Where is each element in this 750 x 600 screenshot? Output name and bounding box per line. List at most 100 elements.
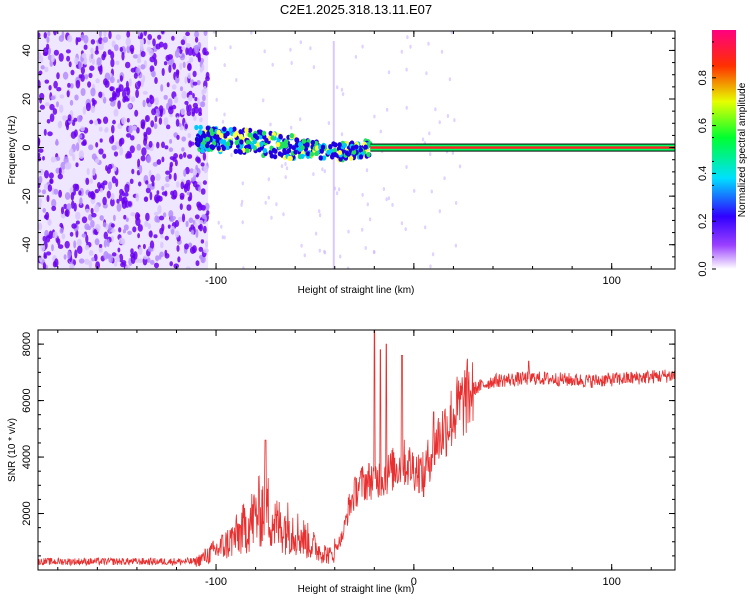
noise-dot bbox=[197, 52, 201, 61]
noise-dot bbox=[136, 143, 142, 151]
noise-dot bbox=[60, 206, 65, 215]
spectrogram-x-tick-label: -100 bbox=[205, 275, 227, 287]
noise-dot bbox=[94, 204, 100, 213]
noise-dot bbox=[148, 170, 152, 178]
noise-dot bbox=[49, 103, 55, 111]
signal-dot bbox=[326, 149, 331, 155]
signal-dot bbox=[196, 142, 201, 148]
noise-dot bbox=[185, 47, 189, 56]
noise-dot bbox=[138, 181, 142, 187]
noise-dot bbox=[85, 234, 89, 244]
noise-dot bbox=[153, 123, 158, 130]
noise-dot bbox=[59, 104, 64, 114]
noise-dot bbox=[38, 175, 43, 184]
faint-dot bbox=[438, 209, 441, 214]
noise-dot bbox=[119, 46, 124, 52]
signal-dot bbox=[247, 127, 253, 133]
noise-dot bbox=[111, 124, 115, 134]
noise-dot bbox=[69, 231, 74, 237]
noise-dot bbox=[164, 249, 168, 256]
signal-dot bbox=[293, 149, 298, 155]
faint-dot bbox=[450, 31, 453, 35]
noise-dot bbox=[95, 142, 99, 148]
faint-dot bbox=[406, 35, 409, 40]
noise-dot bbox=[179, 203, 183, 211]
noise-dot bbox=[188, 217, 194, 224]
spectrogram-panel: -100 100 -40 -20 0 20 40 Height of straight li… bbox=[7, 30, 676, 296]
noise-dot bbox=[170, 228, 175, 235]
noise-dot bbox=[170, 190, 175, 196]
noise-dot bbox=[127, 201, 132, 207]
noise-dot bbox=[204, 202, 210, 211]
faint-dot bbox=[318, 248, 321, 253]
noise-dot bbox=[44, 102, 50, 107]
noise-dot bbox=[152, 38, 156, 47]
faint-dot bbox=[458, 164, 462, 169]
noise-dot bbox=[66, 90, 70, 98]
faint-dot bbox=[430, 189, 433, 194]
signal-dot bbox=[194, 124, 199, 131]
noise-dot bbox=[86, 168, 90, 175]
noise-dot bbox=[81, 52, 87, 59]
noise-dot bbox=[66, 203, 72, 211]
signal-dot bbox=[366, 151, 371, 158]
noise-dot bbox=[98, 44, 104, 51]
noise-dot bbox=[45, 235, 51, 243]
signal-dot bbox=[228, 127, 233, 133]
colorbar-tick-label: 0.0 bbox=[697, 261, 709, 276]
noise-dot bbox=[116, 203, 122, 212]
noise-dot bbox=[74, 249, 78, 259]
noise-dot bbox=[51, 199, 57, 208]
noise-dot bbox=[184, 100, 189, 105]
noise-dot bbox=[115, 60, 120, 66]
faint-dot bbox=[267, 195, 270, 200]
faint-dot bbox=[241, 199, 244, 204]
snr-frame bbox=[37, 329, 676, 571]
noise-dot bbox=[147, 247, 154, 252]
noise-dot bbox=[45, 251, 52, 256]
noise-dot bbox=[160, 84, 164, 92]
noise-dot bbox=[109, 86, 114, 92]
noise-dot bbox=[146, 257, 151, 263]
noise-dot bbox=[192, 169, 198, 176]
spectrogram-y-label: Frequency (Hz) bbox=[7, 116, 18, 185]
noise-dot bbox=[168, 210, 174, 219]
noise-dot bbox=[69, 148, 74, 157]
noise-dot bbox=[176, 134, 180, 140]
noise-dot bbox=[55, 138, 59, 146]
signal-dot bbox=[310, 139, 315, 146]
noise-dot bbox=[47, 131, 53, 137]
faint-dot bbox=[303, 253, 306, 258]
noise-dot bbox=[63, 203, 68, 210]
noise-dot bbox=[168, 147, 174, 152]
noise-dot bbox=[121, 116, 127, 125]
noise-dot bbox=[202, 180, 207, 185]
noise-dot bbox=[203, 165, 209, 174]
noise-dot bbox=[40, 65, 45, 70]
noise-dot bbox=[188, 242, 193, 248]
noise-dot bbox=[115, 34, 121, 41]
noise-dot bbox=[135, 192, 140, 202]
noise-dot bbox=[70, 131, 77, 139]
noise-dot bbox=[159, 251, 164, 258]
signal-dot bbox=[280, 141, 285, 147]
noise-dot bbox=[102, 153, 107, 159]
faint-dot bbox=[223, 112, 226, 117]
noise-dot bbox=[43, 254, 48, 259]
noise-dot bbox=[142, 74, 146, 83]
faint-dot bbox=[241, 181, 244, 186]
noise-dot bbox=[186, 103, 189, 113]
noise-dot bbox=[171, 195, 177, 200]
noise-dot bbox=[59, 222, 63, 228]
faint-dot bbox=[379, 129, 382, 134]
noise-dot bbox=[196, 80, 201, 86]
signal-dot bbox=[232, 126, 237, 132]
signal-dot bbox=[294, 137, 300, 143]
signal-dot bbox=[221, 145, 226, 151]
noise-dot bbox=[108, 254, 114, 263]
noise-dot bbox=[69, 83, 74, 89]
faint-dot bbox=[290, 125, 293, 130]
noise-dot bbox=[38, 255, 43, 263]
noise-dot bbox=[76, 238, 82, 247]
noise-dot bbox=[130, 248, 134, 255]
